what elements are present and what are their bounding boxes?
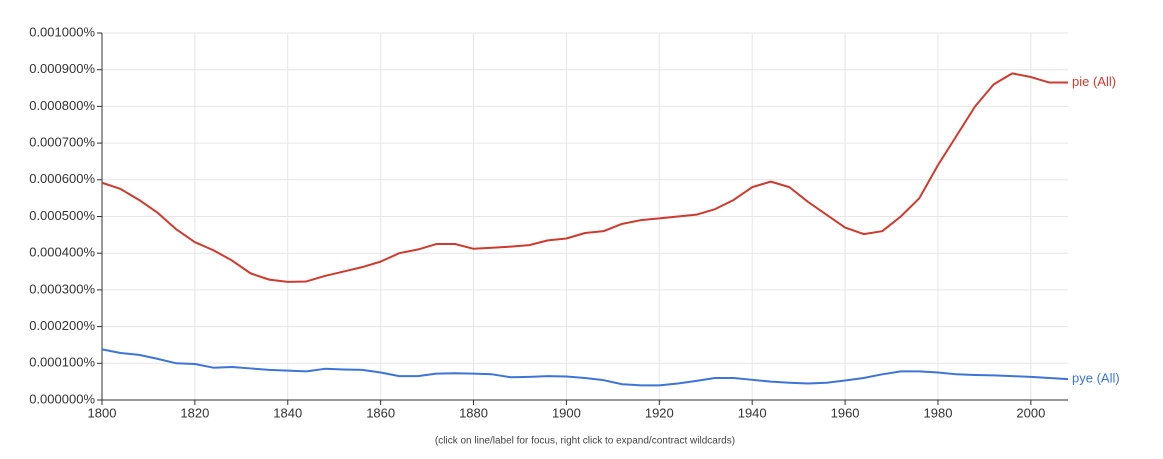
y-tick-label: 0.000700%	[29, 135, 95, 150]
chart-note: (click on line/label for focus, right cl…	[435, 436, 735, 447]
y-tick-label: 0.000400%	[29, 245, 95, 260]
x-tick-label: 2000	[1016, 405, 1045, 420]
x-tick-label: 1840	[273, 405, 302, 420]
series-label[interactable]: pie (All)	[1072, 74, 1116, 89]
x-tick-label: 1800	[88, 405, 117, 420]
x-tick-label: 1880	[459, 405, 488, 420]
y-tick-label: 0.000200%	[29, 318, 95, 333]
y-tick-label: 0.000500%	[29, 208, 95, 223]
y-tick-label: 0.001000%	[29, 24, 95, 39]
series-line[interactable]	[101, 348, 1069, 387]
x-tick-label: 1900	[552, 405, 581, 420]
x-tick-label: 1920	[645, 405, 674, 420]
x-tick-label: 1820	[180, 405, 209, 420]
y-tick-label: 0.000000%	[29, 391, 95, 406]
x-tick-label: 1860	[366, 405, 395, 420]
y-tick-label: 0.000800%	[29, 98, 95, 113]
x-tick-label: 1980	[924, 405, 953, 420]
x-tick-label: 1940	[738, 405, 767, 420]
y-tick-label: 0.000600%	[29, 171, 95, 186]
series-line[interactable]	[101, 72, 1068, 283]
y-tick-label: 0.000900%	[29, 61, 95, 76]
y-tick-label: 0.000300%	[29, 281, 95, 296]
y-tick-label: 0.000100%	[29, 355, 95, 370]
x-tick-label: 1960	[831, 405, 860, 420]
series-label[interactable]: pye (All)	[1072, 371, 1120, 386]
